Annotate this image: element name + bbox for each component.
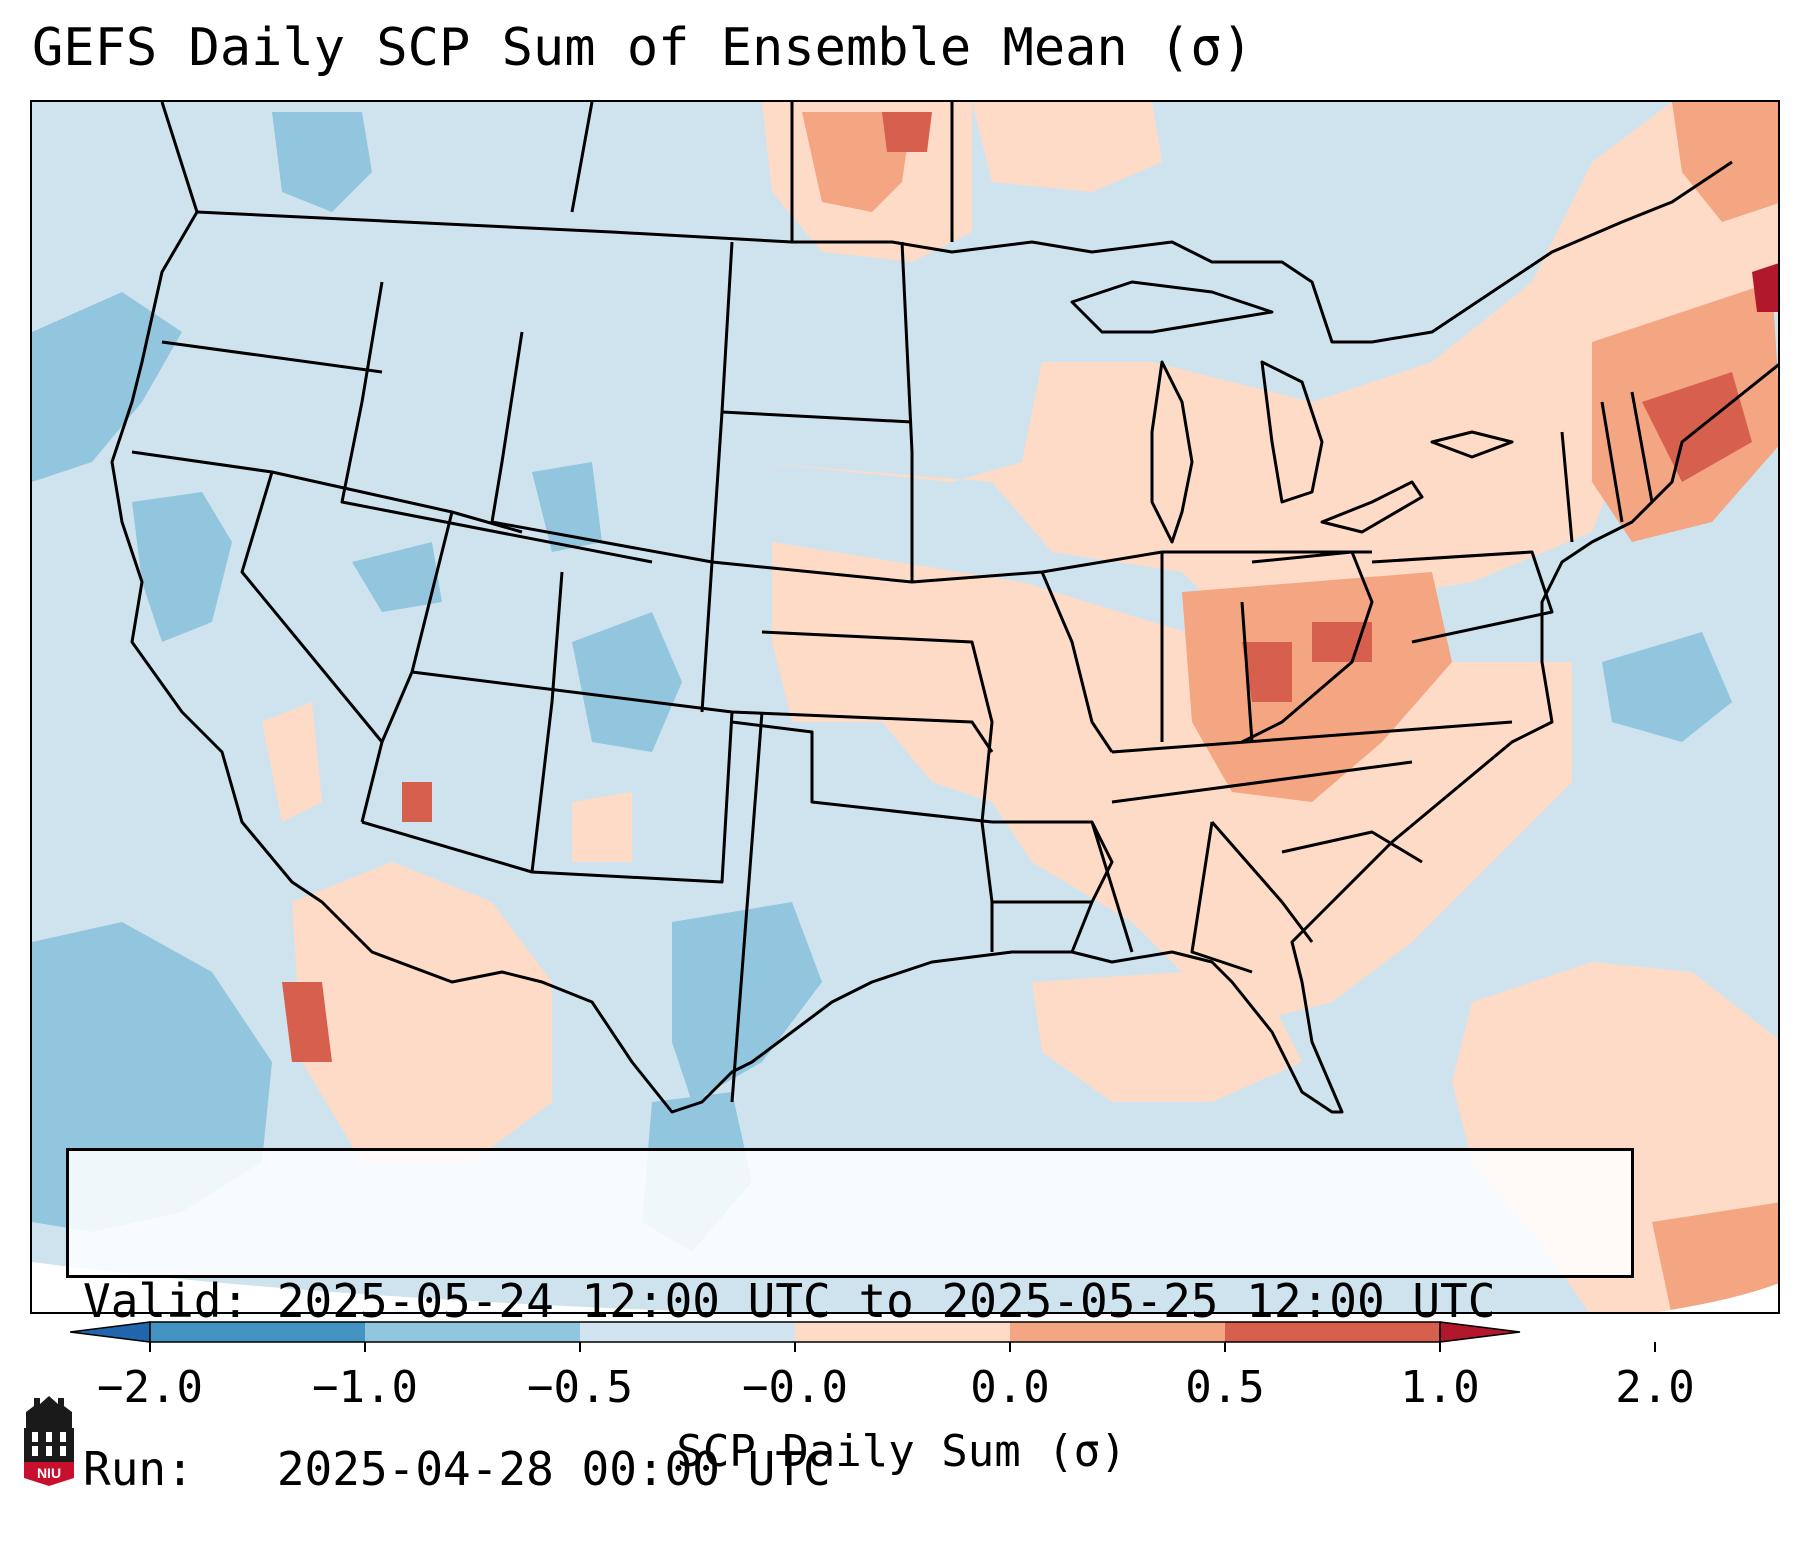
state-line	[1600, 401, 1624, 523]
state-line	[1111, 760, 1413, 804]
state-line	[490, 331, 713, 564]
anomaly-patch-negative	[32, 292, 182, 482]
colorbar-tick-label: −2.0	[97, 1362, 203, 1413]
anomaly-patch-positive	[1032, 972, 1302, 1102]
niu-logo: NIU	[24, 1396, 74, 1486]
anomaly-patch-negative	[132, 492, 232, 642]
state-line	[1560, 431, 1574, 543]
out-of-domain-area	[1658, 1283, 1778, 1312]
lake-michigan	[1150, 360, 1194, 544]
lake-superior	[1070, 280, 1274, 334]
anomaly-patch-positive	[1752, 263, 1778, 312]
colorbar-bin	[580, 1322, 795, 1342]
anomaly-patch-positive	[1182, 572, 1452, 802]
colorbar-label: SCP Daily Sum (σ)	[676, 1426, 1127, 1477]
logo-shield	[24, 1462, 74, 1486]
anomaly-patch-negative	[272, 112, 372, 212]
state-line	[530, 571, 564, 873]
colorbar-bin	[1010, 1322, 1225, 1342]
state-line	[570, 102, 594, 213]
anomaly-patch-positive	[1652, 1202, 1778, 1312]
state-line	[761, 630, 994, 952]
lake-erie	[1320, 480, 1424, 534]
us-outline	[110, 102, 1778, 1114]
anomaly-patch-positive	[282, 982, 332, 1062]
state-line	[411, 670, 994, 753]
anomaly-patch-positive	[802, 112, 912, 212]
state-line	[1371, 550, 1554, 644]
map-title: GEFS Daily SCP Sum of Ensemble Mean (σ)	[32, 18, 1253, 78]
colorbar-tick-label: 2.0	[1615, 1362, 1695, 1413]
state-line	[1090, 821, 1134, 953]
state-line	[721, 410, 913, 424]
colorbar-tick-label: −0.0	[742, 1362, 848, 1413]
anomaly-patch-negative	[572, 612, 682, 752]
anomaly-patch-positive	[882, 112, 932, 152]
colorbar-bin	[795, 1322, 1010, 1342]
state-line	[1281, 830, 1423, 864]
anomaly-patch-positive	[262, 702, 322, 822]
valid-time-text: Valid: 2025-05-24 12:00 UTC to 2025-05-2…	[83, 1274, 1496, 1328]
lake-huron	[1260, 360, 1324, 504]
state-line	[131, 450, 384, 743]
anomaly-patch-positive	[1672, 102, 1778, 222]
anomaly-map	[32, 102, 1778, 1312]
map-panel	[30, 100, 1780, 1314]
state-line	[1111, 720, 1513, 754]
out-of-domain-area	[32, 1262, 708, 1312]
state-line	[711, 550, 1163, 584]
lake-ontario	[1430, 430, 1514, 459]
state-line	[700, 241, 734, 713]
anomaly-patch-positive	[1642, 372, 1752, 482]
colorbar-tick-label: 0.0	[970, 1362, 1050, 1413]
colorbar-extend-low	[70, 1321, 151, 1343]
state-line	[1040, 571, 1114, 753]
state-line	[1630, 391, 1654, 503]
state-line	[340, 281, 653, 564]
state-line	[361, 711, 734, 884]
colorbar-tick-label: 1.0	[1400, 1362, 1480, 1413]
state-line	[731, 720, 993, 824]
state-line	[271, 470, 523, 534]
state-line	[730, 711, 764, 1103]
colorbar-tick-label: −0.5	[527, 1362, 633, 1413]
state-line	[1240, 601, 1254, 743]
colorbar	[70, 1321, 1656, 1352]
colorbar-bin	[1225, 1322, 1440, 1342]
logo-text: NIU	[37, 1465, 61, 1481]
anomaly-patch-negative	[352, 542, 442, 612]
colorbar-tick-label: 0.5	[1185, 1362, 1265, 1413]
anomaly-patch-negative	[1602, 632, 1732, 742]
anomaly-patch-positive	[1312, 622, 1372, 662]
state-line	[900, 241, 914, 582]
anomaly-patch-positive	[972, 102, 1162, 192]
state-line	[1190, 821, 1253, 974]
state-line	[1210, 821, 1314, 943]
canada-border	[196, 160, 1733, 344]
anomaly-patch-positive	[1242, 642, 1292, 702]
anomaly-patch-positive	[292, 862, 552, 1162]
anomaly-patch-positive	[402, 782, 432, 822]
colorbar-bin	[150, 1322, 365, 1342]
state-line	[1241, 550, 1374, 744]
state-line	[360, 511, 454, 823]
anomaly-patch-positive	[572, 792, 632, 862]
anomaly-patch-positive	[752, 102, 1778, 622]
run-time-text: Run: 2025-04-28 00:00 UTC	[83, 1442, 831, 1496]
anomaly-patch-positive	[772, 542, 1572, 1022]
anomaly-patch-negative	[672, 902, 822, 1102]
colorbar-extend-high	[1439, 1321, 1521, 1343]
valid-run-info-box: Valid: 2025-05-24 12:00 UTC to 2025-05-2…	[66, 1148, 1634, 1496]
anomaly-fill-layer	[32, 102, 1778, 1312]
colorbar-tick-label: −1.0	[312, 1362, 418, 1413]
colorbar-bin	[365, 1322, 580, 1342]
anomaly-patch-negative	[532, 462, 602, 552]
state-line	[992, 820, 1114, 953]
state-boundaries	[110, 102, 1778, 1114]
state-line	[161, 340, 383, 374]
